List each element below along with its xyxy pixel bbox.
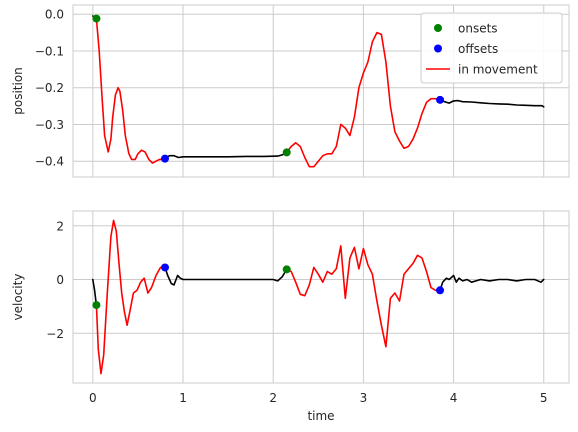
x-axis-label: time (307, 409, 334, 423)
onset-marker (92, 301, 101, 310)
offset-marker (160, 154, 169, 163)
onset-marker (282, 148, 291, 157)
y-tick-label: 0 (56, 273, 64, 287)
x-tick-label: 1 (179, 391, 187, 405)
movement-segment-line (95, 17, 166, 164)
x-tick-label: 5 (540, 391, 548, 405)
velocity-plot: 2 0 −2 0 1 2 3 4 5 velocity time (11, 210, 570, 423)
x-tick-label: 2 (269, 391, 277, 405)
legend-marker (434, 44, 442, 53)
plot-frame (72, 210, 570, 384)
plot-area (73, 211, 569, 383)
offset-marker (160, 263, 169, 272)
offset-marker (436, 286, 445, 295)
idle-segment-line (439, 274, 545, 292)
y-tick-label: −0.4 (35, 155, 64, 169)
y-tick-label: −0.3 (35, 118, 64, 132)
legend-box (420, 12, 563, 84)
idle-segment-line (164, 266, 288, 286)
x-tick-label: 4 (450, 391, 458, 405)
movement-segment-line (95, 219, 166, 375)
idle-segment-line (439, 99, 545, 108)
y-axis-label: position (11, 67, 25, 115)
x-tick-label: 0 (89, 391, 97, 405)
legend-label: in movement (458, 63, 538, 77)
y-tick-label: −0.1 (35, 44, 64, 58)
offset-marker (436, 95, 445, 104)
idle-segment-line (164, 151, 288, 160)
y-tick-label: −2 (46, 327, 64, 341)
legend-label: onsets (458, 22, 498, 36)
onset-marker (92, 14, 101, 23)
y-tick-label: 2 (56, 219, 64, 233)
legend: onsets offsets in movement (420, 12, 563, 84)
y-tick-label: −0.2 (35, 81, 64, 95)
onset-marker (282, 265, 291, 274)
plot-frame (72, 4, 570, 178)
legend-marker (434, 24, 442, 32)
x-tick-label: 3 (360, 391, 368, 405)
legend-label: offsets (458, 42, 498, 56)
idle-segment-line (92, 278, 98, 306)
position-plot: 0.0 −0.1 −0.2 −0.3 −0.4 position onsets offsets… (11, 4, 570, 178)
y-axis-label: velocity (11, 274, 25, 321)
y-tick-label: 0.0 (45, 8, 64, 22)
movement-segment-line (285, 245, 441, 348)
movement-segment-line (285, 31, 441, 168)
